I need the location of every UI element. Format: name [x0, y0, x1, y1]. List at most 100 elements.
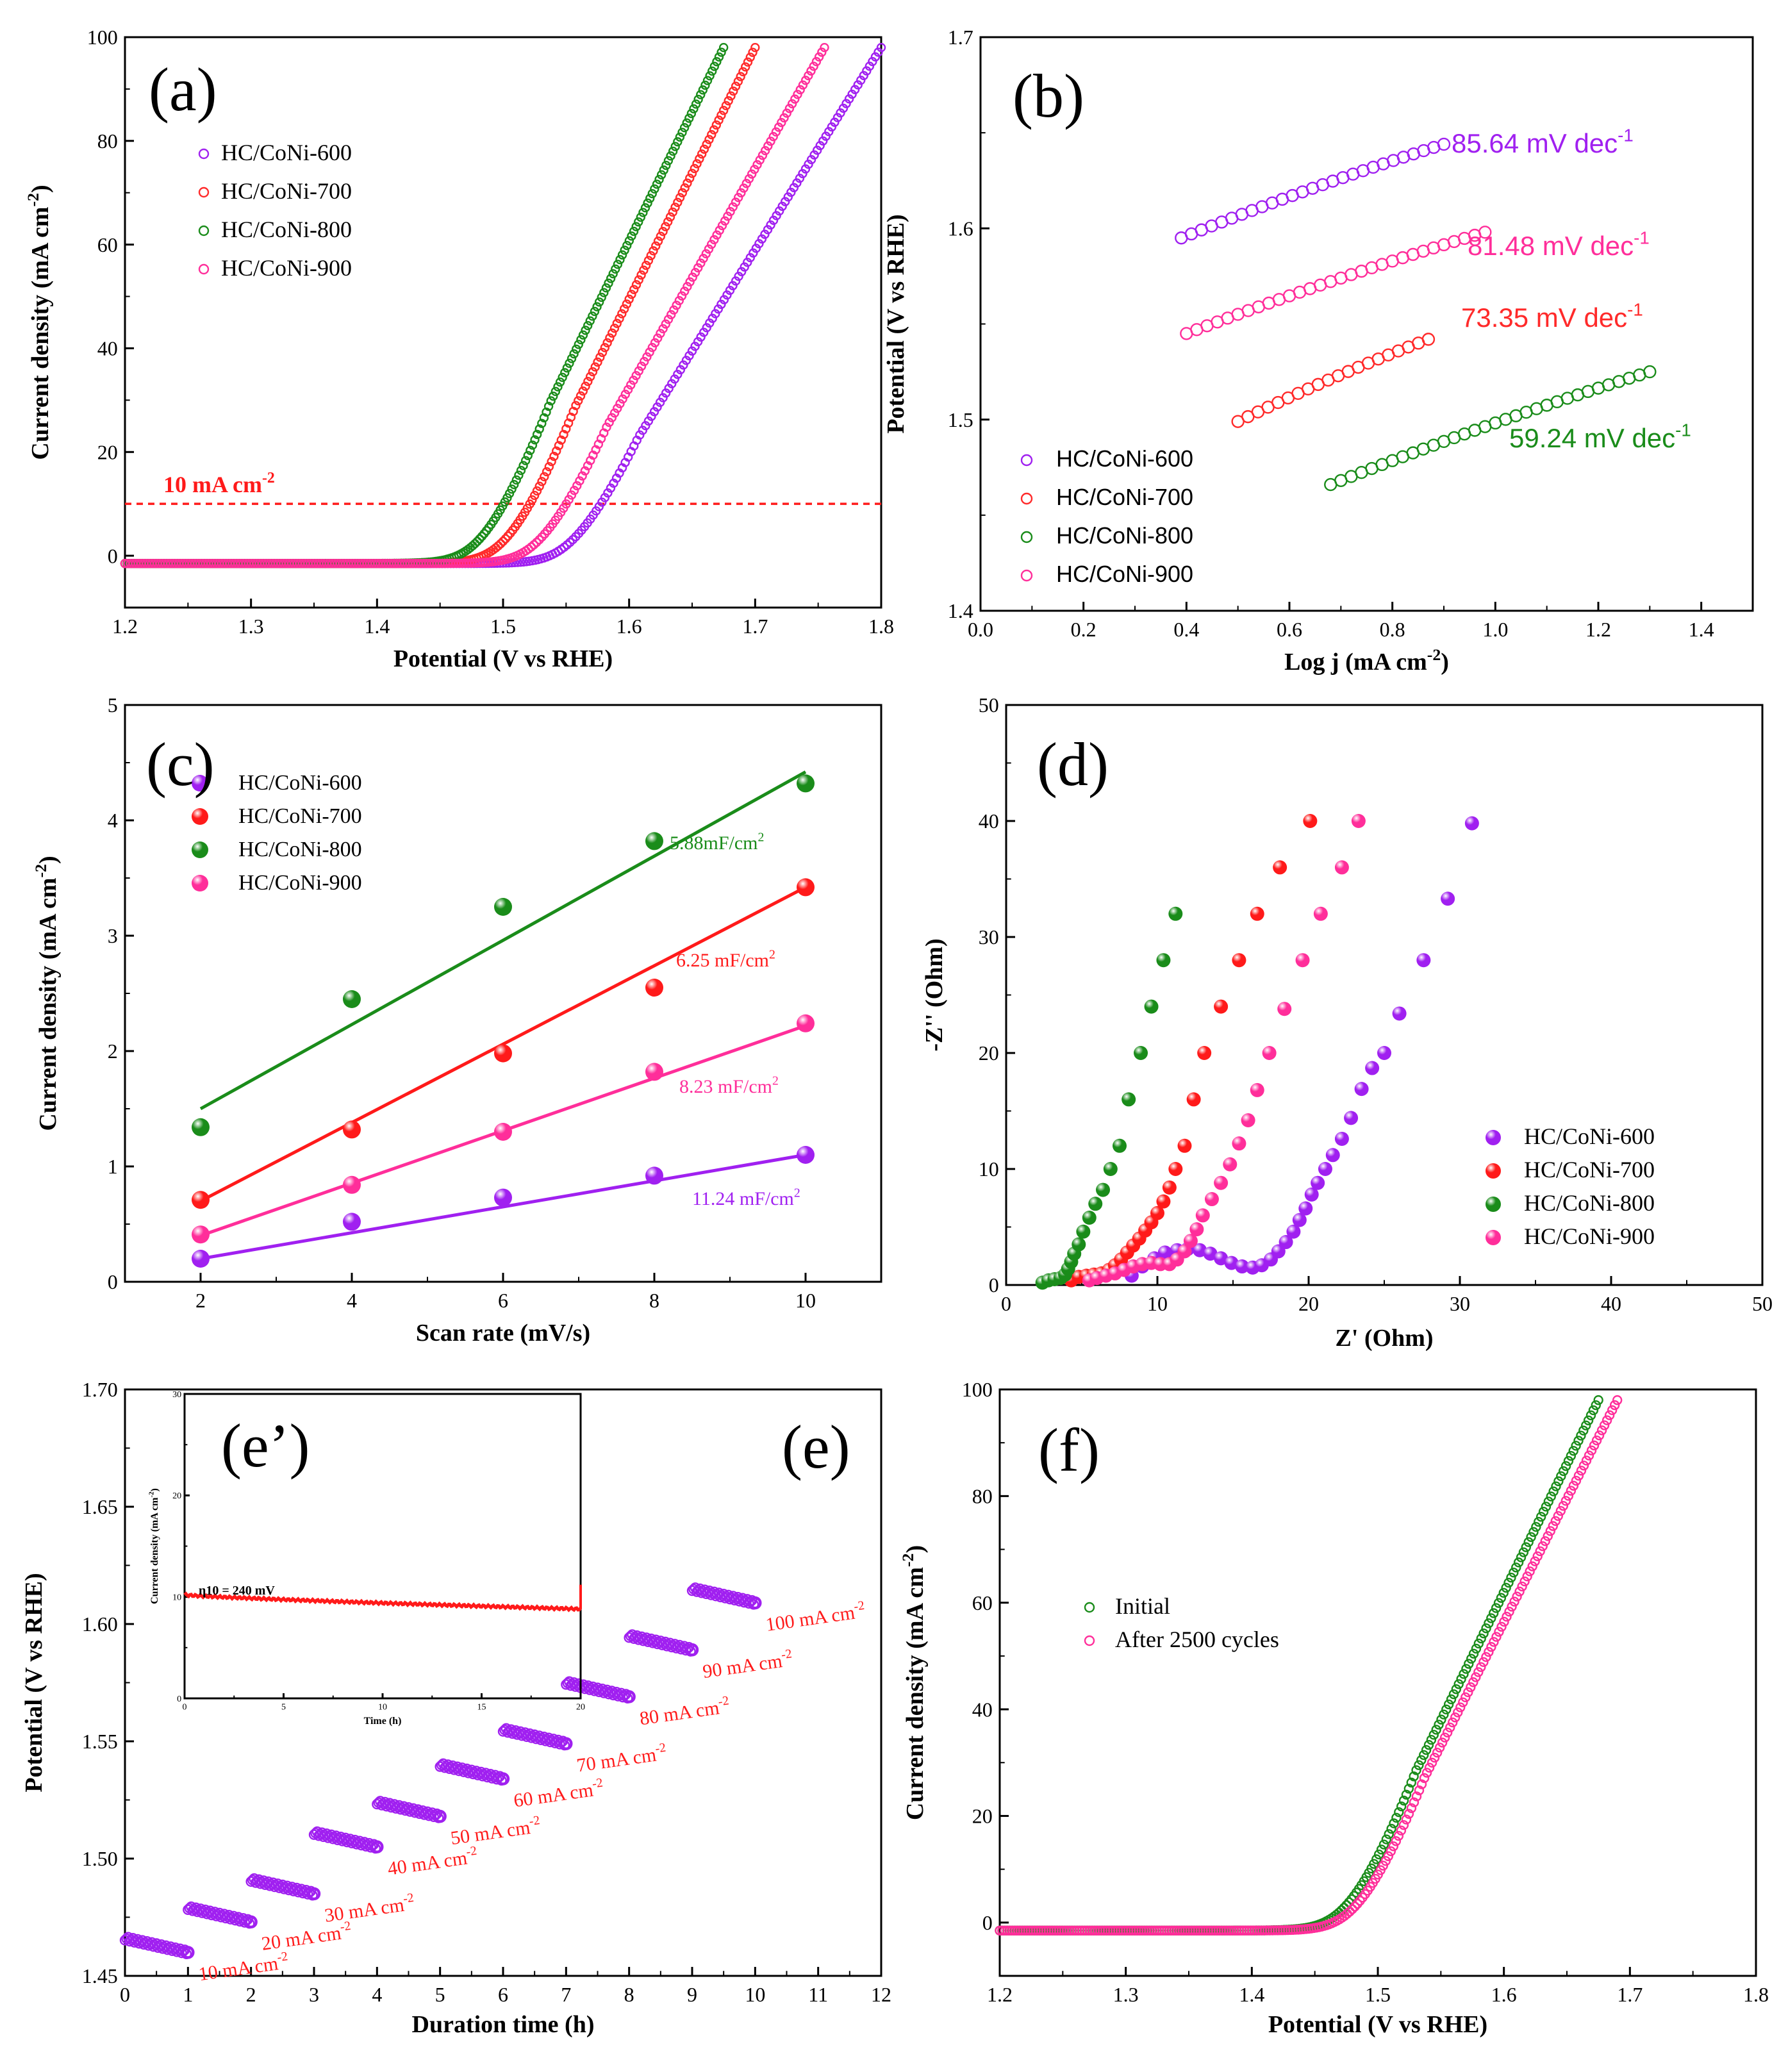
data-point: [1466, 1653, 1477, 1664]
data-point: [743, 258, 752, 267]
x-tick-label: 9: [687, 1983, 697, 2006]
current-step-label: 90 mA cm-2: [701, 1646, 794, 1682]
legend-marker: [1020, 531, 1033, 543]
data-point: [615, 254, 625, 265]
x-tick-label: 20: [576, 1703, 585, 1712]
data-point: [651, 241, 661, 251]
legend-label: HC/CoNi-700: [238, 804, 362, 828]
data-point: [302, 1889, 313, 1900]
data-point: [1262, 1046, 1277, 1060]
x-axis-label: Log j (mA cm-2): [1284, 645, 1449, 675]
data-point: [656, 329, 665, 338]
data-point: [1389, 1818, 1399, 1828]
data-point: [1560, 1461, 1571, 1471]
data-point: [1489, 1637, 1499, 1647]
data-point: [679, 286, 690, 296]
data-point: [590, 362, 600, 372]
capacitance-label: 5.88mF/cm2: [670, 830, 764, 854]
data-point: [307, 1887, 321, 1901]
step-3: 30 mA cm-2: [245, 1873, 415, 1927]
data-point: [786, 187, 796, 197]
data-point: [809, 62, 818, 71]
data-point: [1350, 1902, 1360, 1912]
legend-label: HC/CoNi-700: [221, 178, 352, 204]
legend-marker: [192, 808, 208, 825]
data-point: [663, 156, 674, 165]
data-point: [1548, 1521, 1558, 1531]
data-point: [567, 490, 577, 500]
x-tick-label: 8: [649, 1289, 659, 1312]
data-point: [192, 1225, 210, 1244]
y-tick-label: 1.60: [82, 1612, 118, 1636]
data-point: [702, 140, 711, 149]
data-point: [622, 1690, 636, 1703]
data-point: [1298, 1201, 1313, 1216]
panel-label: (d): [1037, 730, 1109, 799]
data-point: [693, 263, 703, 273]
data-point: [873, 47, 883, 57]
data-point: [1455, 1702, 1466, 1712]
x-tick-label: 1.5: [1365, 1983, 1391, 2006]
data-point: [1468, 1648, 1479, 1659]
data-point: [1444, 1722, 1455, 1733]
y-tick-label: 40: [972, 1698, 993, 1721]
data-point: [615, 399, 625, 409]
data-point: [685, 1643, 699, 1657]
data-point: [618, 394, 627, 404]
data-point: [1232, 953, 1246, 968]
data-point: [1599, 1420, 1610, 1430]
data-point: [1076, 1224, 1091, 1239]
data-point: [1535, 1546, 1545, 1557]
data-point: [1527, 1561, 1537, 1571]
data-point: [1531, 1521, 1541, 1532]
data-point: [716, 110, 726, 120]
data-point: [1082, 1211, 1097, 1225]
data-point: [192, 1191, 210, 1209]
data-point: [576, 335, 586, 345]
data-point: [343, 990, 361, 1008]
data-point: [593, 357, 602, 367]
data-point: [559, 1737, 573, 1750]
data-point: [561, 1738, 572, 1749]
data-point: [553, 382, 563, 392]
x-tick-label: 1.6: [1491, 1983, 1517, 2006]
data-point: [1507, 1602, 1517, 1612]
data-point: [1459, 1669, 1469, 1679]
data-point: [597, 497, 607, 507]
step-6: 60 mA cm-2: [435, 1758, 605, 1812]
data-point: [1334, 860, 1349, 875]
x-axis-label: Potential (V vs RHE): [393, 645, 613, 672]
capacitance-label: 11.24 mF/cm2: [692, 1186, 800, 1209]
data-point: [542, 467, 552, 477]
data-point: [1393, 1830, 1404, 1841]
current-step-label: 60 mA cm-2: [512, 1776, 605, 1812]
data-point: [1571, 1441, 1581, 1451]
legend-label: HC/CoNi-600: [1524, 1123, 1655, 1149]
data-point: [650, 338, 660, 348]
x-tick-label: 20: [1298, 1292, 1319, 1315]
data-point: [631, 280, 642, 290]
data-point: [1214, 1175, 1229, 1190]
data-point: [708, 313, 717, 323]
data-point: [1193, 1243, 1207, 1257]
data-point: [617, 1691, 629, 1703]
data-point: [627, 290, 636, 299]
data-point: [1376, 1844, 1387, 1855]
data-point: [1250, 906, 1264, 921]
data-point: [1434, 1720, 1444, 1730]
data-point: [1391, 1836, 1402, 1846]
y-tick-label: 4: [108, 809, 118, 832]
y-tick-label: 1.5: [948, 408, 973, 431]
data-point: [1351, 814, 1366, 828]
current-step-label: 100 mA cm-2: [764, 1598, 866, 1636]
data-point: [433, 1809, 447, 1823]
data-point: [1411, 1791, 1422, 1802]
data-point: [661, 319, 671, 329]
data-point: [752, 160, 762, 170]
x-tick-label: 1.6: [617, 615, 642, 638]
data-point: [1423, 1739, 1434, 1750]
legend-marker: [1486, 1163, 1501, 1179]
data-point: [1162, 1180, 1177, 1195]
data-point: [245, 1916, 256, 1928]
data-point: [748, 47, 757, 57]
